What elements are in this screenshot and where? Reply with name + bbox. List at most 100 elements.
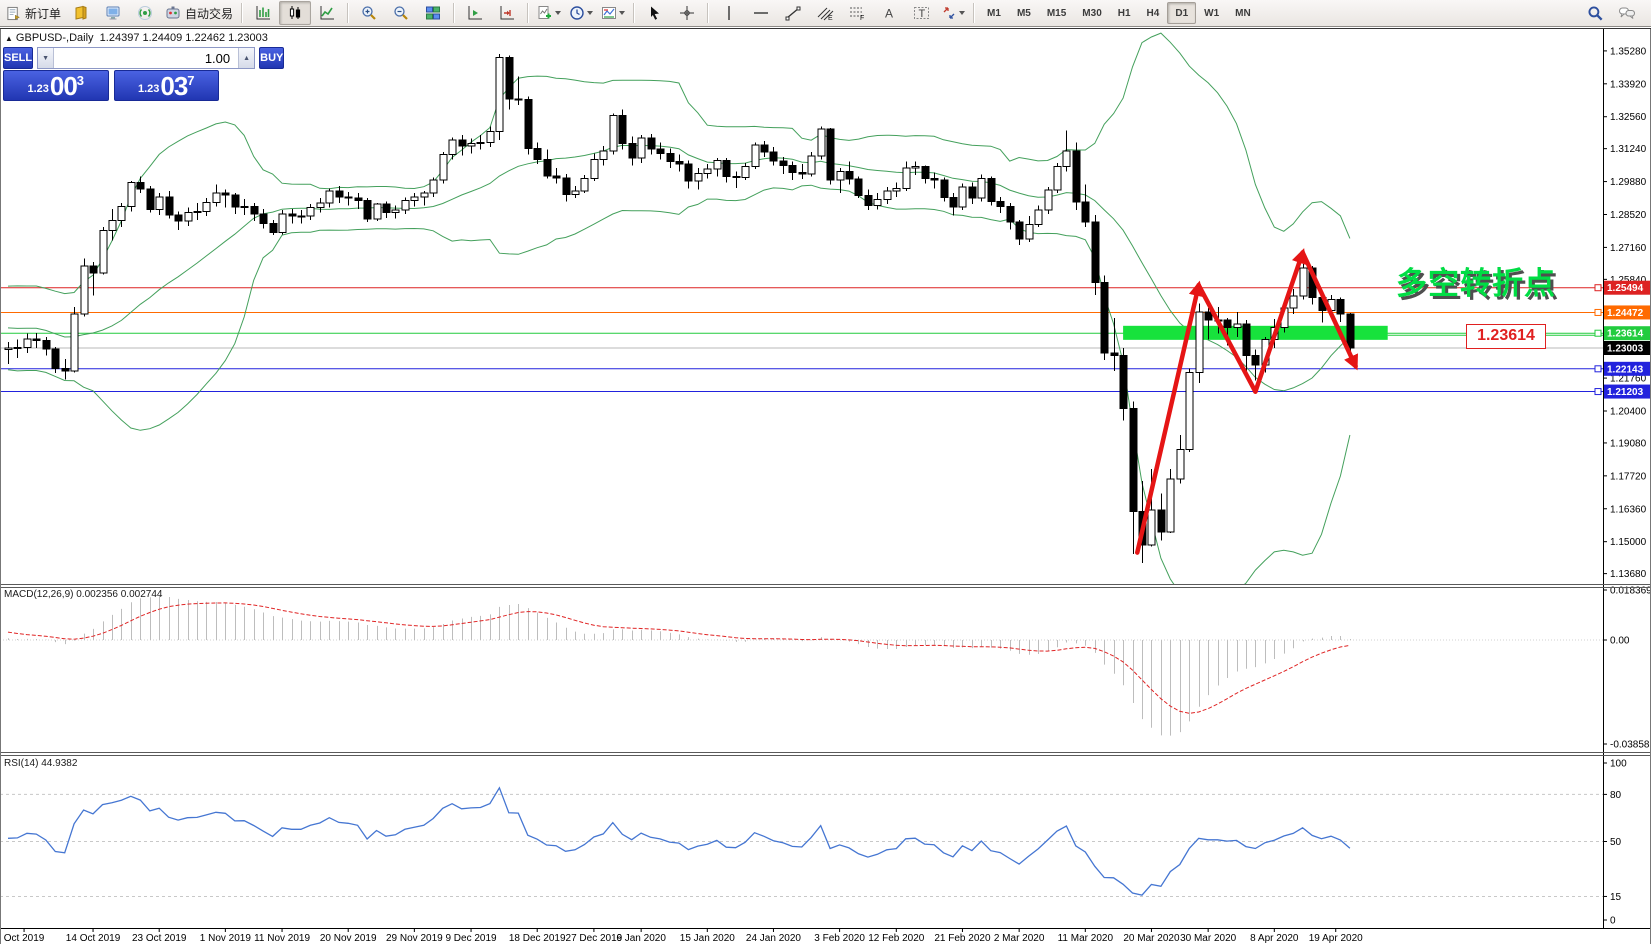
bar-chart-button[interactable] [247,1,279,25]
date-tick-label: 3 Feb 2020 [814,933,865,944]
templates-button[interactable] [597,1,629,25]
candle [533,147,542,160]
price-axis[interactable]: 1.35280 1.33920 1.32560 1.31240 1.29880 1.285… [1594,29,1651,928]
date-tick-label: 24 Jan 2020 [746,933,801,944]
trend-zigzag-arrows[interactable] [1135,248,1358,555]
candle [212,192,221,203]
timeframe-button-m30[interactable]: M30 [1082,7,1102,19]
chart-shift-button[interactable] [491,1,523,25]
candle [1091,221,1100,284]
date-tick-label: 2 Mar 2020 [994,933,1045,944]
candle [467,143,476,147]
sell-price-tile[interactable]: 1.23 00 3 [3,70,109,101]
candle [420,192,429,198]
zoom-in-button[interactable] [353,1,385,25]
candle [108,220,117,232]
periods-caret[interactable] [587,11,594,15]
candle [117,206,126,222]
rsi-scale-label: 0 [1610,916,1616,927]
templates-caret[interactable] [619,11,626,15]
candle [1176,449,1185,480]
periods-button[interactable] [565,1,597,25]
zoom-in-icon [362,6,376,20]
price-tick-label: 1.19080 [1610,438,1647,449]
timeframe-button-m5[interactable]: M5 [1016,7,1031,19]
terminal-button[interactable] [97,1,129,25]
buy-price-tile[interactable]: 1.23 03 7 [113,70,219,101]
candle [826,128,835,181]
indicators-icon [538,6,552,19]
candle [269,222,278,234]
turning-point-annotation[interactable]: 多空转折点 [1396,266,1556,301]
candle [987,178,996,203]
candle [99,230,108,274]
auto-scroll-button[interactable] [459,1,491,25]
vertical-line-icon [728,6,730,20]
price-tick-label: 1.21760 [1610,374,1647,385]
price-tick-label: 1.20400 [1610,406,1647,417]
candle [382,203,391,214]
trendline-button[interactable] [777,1,809,25]
candle [769,151,778,162]
sell-button[interactable]: SELL [3,47,34,69]
timeframe-button-m15[interactable]: M15 [1046,7,1067,19]
auto-trading-button[interactable]: 自动交易 [161,1,237,25]
candle [51,348,60,369]
date-tick-label: 8 Apr 2020 [1250,933,1299,944]
fibonacci-button[interactable]: F [841,1,873,25]
crosshair-button[interactable] [671,1,703,25]
timeframe-button-mn[interactable]: MN [1235,7,1251,19]
timeframe-button-w1[interactable]: W1 [1204,7,1220,19]
new-order-icon [7,6,20,20]
price-tick-label: 1.17720 [1610,471,1647,482]
buy-button[interactable]: BUY [259,47,285,69]
timeframe-button-m1[interactable]: M1 [987,7,1001,19]
date-tick-label: 21 Feb 2020 [934,933,991,944]
indicators-caret[interactable] [555,11,562,15]
candlestick-button[interactable] [279,1,312,25]
address-book-button[interactable] [65,1,97,25]
text-label-button[interactable]: T [905,1,937,25]
vertical-line-button[interactable] [713,1,745,25]
candle [32,338,41,341]
volume-increase-button[interactable]: ▲ [238,48,255,68]
candle [968,186,977,199]
candle [911,166,920,169]
new-order-button[interactable]: 新订单 [2,1,65,25]
candle [1110,352,1119,356]
arrows-button[interactable] [937,1,969,25]
timeframe-button-h1[interactable]: H1 [1117,7,1131,19]
search-button[interactable] [1579,1,1611,25]
tile-windows-button[interactable] [417,1,449,25]
volume-decrease-button[interactable]: ▼ [38,48,55,68]
candle [391,209,400,214]
date-axis[interactable]: Oct 2019 14 Oct 2019 23 Oct 2019 1 Nov 2019… [0,928,1651,944]
indicators-button[interactable] [533,1,565,25]
candle [354,197,363,201]
volume-stepper: ▼ ▲ [37,47,256,69]
candle [647,137,656,150]
line-chart-button[interactable] [311,1,343,25]
arrows-caret[interactable] [959,11,966,15]
community-button[interactable] [1611,1,1643,25]
channel-button[interactable]: E [809,1,841,25]
timeframe-button-d1[interactable]: D1 [1167,2,1197,24]
cursor-icon [651,6,660,20]
text-button[interactable]: A [873,1,905,25]
auto-trading-label: 自动交易 [185,6,234,21]
candle [845,170,854,180]
signal-button[interactable] [129,1,161,25]
candle [70,313,79,372]
level-price-box[interactable]: 1.23614 [1466,324,1546,349]
candle [363,199,372,220]
candle [1195,311,1204,373]
horizontal-line-button[interactable] [745,1,777,25]
cursor-button[interactable] [639,1,671,25]
volume-input[interactable] [54,48,239,68]
zoom-out-button[interactable] [385,1,417,25]
candle [713,160,722,170]
timeframe-button-h4[interactable]: H4 [1146,7,1160,19]
svg-text:1.25494: 1.25494 [1607,283,1644,294]
candle [1157,509,1166,533]
